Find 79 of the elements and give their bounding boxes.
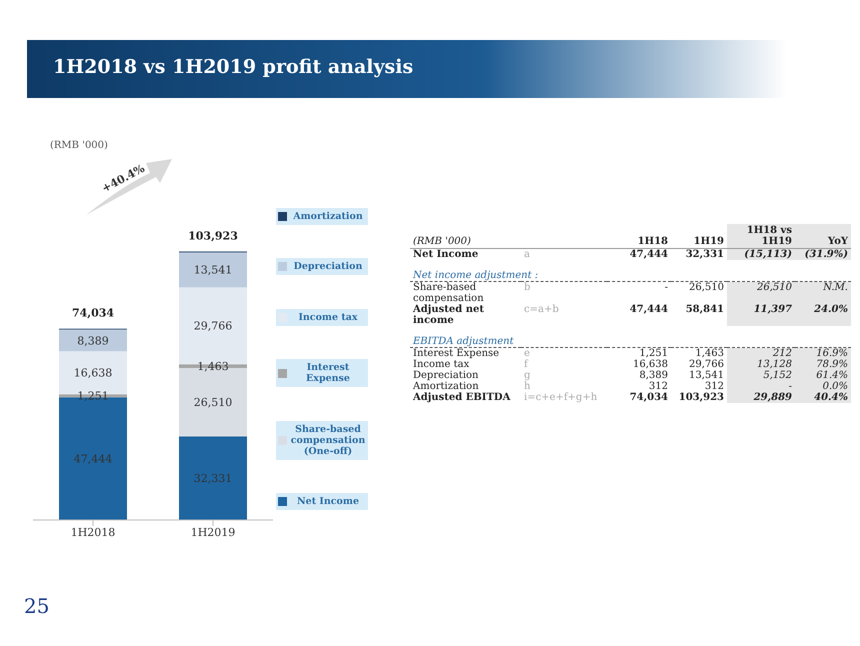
text: 13,541 [689, 370, 724, 381]
text: 25 [24, 594, 50, 618]
bar [179, 436, 247, 520]
text: N.M. [823, 282, 848, 293]
category-label: 1H19 [692, 235, 725, 248]
text: 78.9% [816, 359, 848, 370]
text: a [524, 249, 530, 260]
legend-label: Amortization [292, 211, 364, 222]
bar [59, 330, 127, 352]
text: 0.0% [822, 381, 848, 392]
data-label: 8,389 [77, 334, 109, 348]
data-label: 47,444 [74, 452, 112, 466]
category-label: Adjusted net income [413, 304, 484, 326]
text: 312 [648, 381, 668, 392]
category-label: Amortization [413, 381, 479, 392]
text: (15,113) [744, 249, 792, 260]
category-label: Income tax [413, 359, 470, 370]
text: 40.4% [814, 392, 848, 403]
text: 16.9% [816, 348, 848, 359]
x-tick-label: 1H2019 [190, 526, 236, 539]
text: (31.9%) [804, 249, 848, 260]
data-label: 29,766 [194, 320, 232, 333]
text: - [788, 381, 792, 392]
data-label: 16,638 [74, 366, 112, 380]
text: 1,463 [695, 348, 724, 359]
text: c=a+b [524, 304, 559, 315]
text: 8,389 [639, 370, 668, 381]
text: 61.4% [816, 370, 848, 381]
text: 29,889 [754, 392, 792, 403]
total-label: 74,034 [72, 306, 114, 320]
text: 1,251 [639, 348, 668, 359]
text: e [524, 348, 530, 359]
category-label: Net Income [413, 249, 478, 260]
text: - [664, 282, 668, 293]
text: 32,331 [686, 249, 724, 260]
text: 312 [704, 381, 724, 392]
text: h [524, 381, 530, 392]
text: 29,766 [689, 359, 724, 370]
text: 26,510 [689, 282, 724, 293]
category-label: Share-based compensation [413, 282, 484, 304]
category-label: Adjusted EBITDA [413, 392, 510, 403]
category-label: Net income adjustment : [413, 270, 538, 281]
chart-title: 1H2018 vs 1H2019 profit analysis [53, 56, 414, 78]
legend-label: Income tax [297, 312, 359, 323]
text: 26,510 [757, 282, 792, 293]
x-tick-label: 1H2018 [70, 526, 116, 539]
text: 47,444 [630, 304, 668, 315]
category-label: Depreciation [413, 370, 478, 381]
text: 103,923 [678, 392, 724, 403]
category-label: Interest Expense [413, 348, 500, 359]
text: 5,152 [763, 370, 792, 381]
category-label: YoY [795, 224, 851, 248]
legend-label: Share-based compensation (One-off) [290, 424, 366, 457]
text: 74,034 [630, 392, 668, 403]
text: 24.0% [814, 304, 848, 315]
data-label: 13,541 [194, 264, 232, 277]
data-label: 26,510 [194, 396, 232, 410]
text: 58,841 [686, 304, 724, 315]
text: 11,397 [754, 304, 792, 315]
text: 212 [772, 348, 792, 359]
category-label: 1H18 vs 1H19 [727, 224, 795, 248]
data-label: 1,463 [197, 360, 229, 374]
category-label: EBITDA adjustment [413, 336, 514, 347]
text: i=c+e+f+g+h [524, 392, 598, 403]
category-label: (RMB '000) [412, 235, 472, 248]
text: b [524, 282, 530, 293]
text: g [524, 370, 530, 381]
total-label: 103,923 [188, 230, 238, 243]
text: 13,128 [757, 359, 792, 370]
text: 47,444 [630, 249, 668, 260]
legend-label: Interest Expense [305, 362, 351, 384]
bar [179, 252, 247, 288]
legend-label: Depreciation [292, 261, 364, 272]
category-label: 1H18 [636, 235, 669, 248]
legend-label: Net Income [296, 496, 360, 507]
text: f [524, 359, 528, 370]
data-label: 32,331 [194, 472, 232, 486]
text: (RMB '000) [50, 140, 108, 151]
text: 16,638 [633, 359, 668, 370]
